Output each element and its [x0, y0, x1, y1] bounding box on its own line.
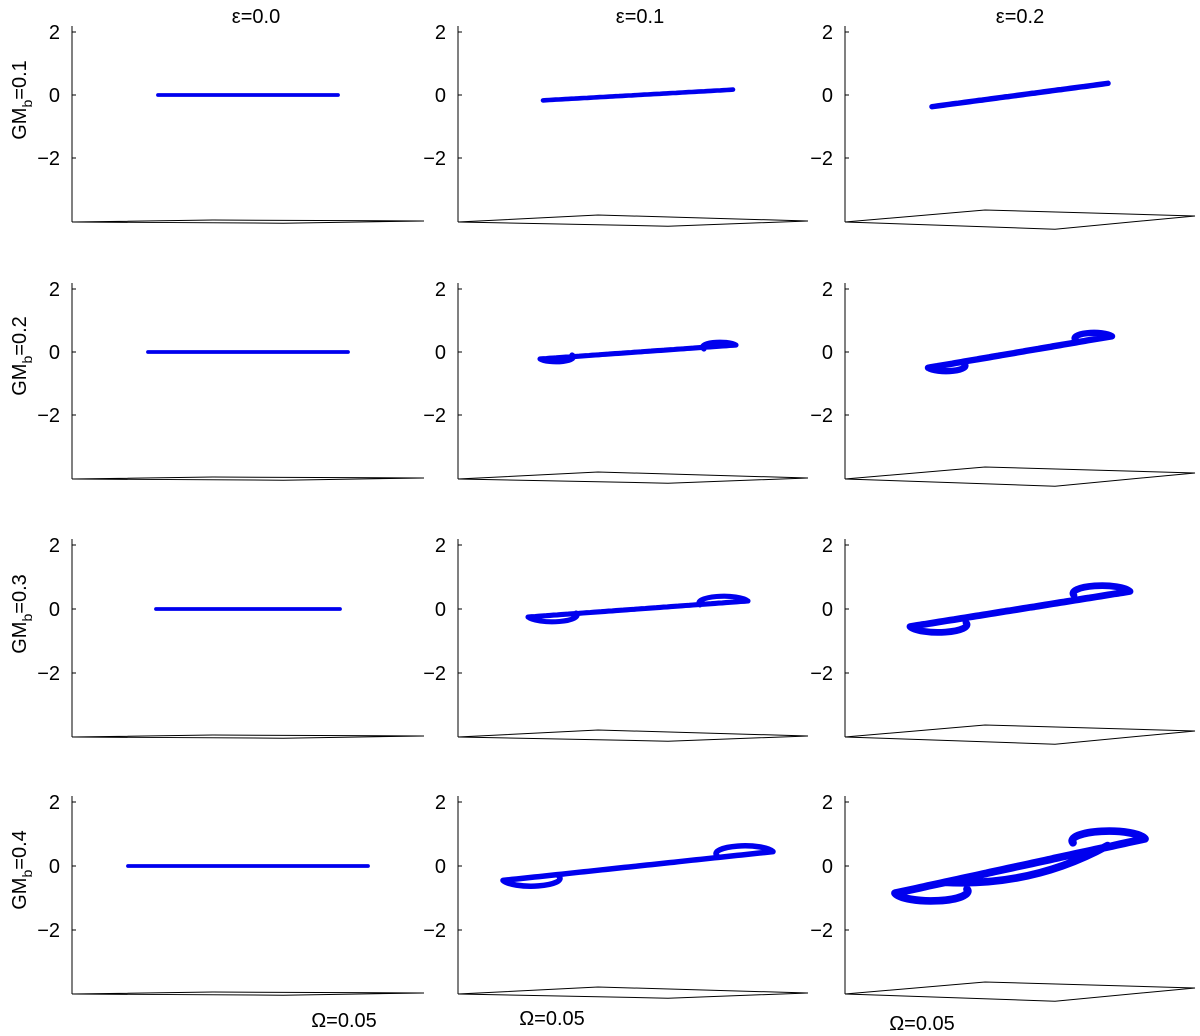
y-tick-label: −2 — [810, 148, 833, 170]
y-tick-label: −2 — [423, 148, 446, 170]
panel-r1-c2: 2 0 −2 — [423, 22, 809, 227]
base-plane — [457, 986, 809, 999]
base-plane — [844, 209, 1196, 230]
y-tick-label: 2 — [435, 792, 446, 814]
base-plane — [71, 734, 425, 739]
footer-omega-2: Ω=0.05 — [519, 1008, 585, 1030]
base-plane — [71, 991, 425, 996]
row-title-base: GM — [9, 364, 31, 396]
row-title-sub: b — [19, 614, 35, 622]
y-tick-label: 2 — [49, 22, 60, 44]
y-tick-label: 2 — [435, 279, 446, 301]
y-tick-label: 2 — [49, 279, 60, 301]
footer-labels: Ω=0.05 Ω=0.05 Ω=0.05 — [311, 1008, 955, 1035]
disc-trace — [891, 827, 1149, 905]
row-title-sub: b — [19, 356, 35, 364]
base-plane — [457, 214, 809, 227]
disc-trace — [924, 329, 1116, 375]
y-tick-label: −2 — [37, 405, 60, 427]
y-tick-label: 0 — [822, 856, 833, 878]
panel-r3-c1: 2 0 −2 — [37, 535, 425, 739]
y-tick-label: 2 — [435, 535, 446, 557]
row-title-base: GM — [9, 622, 31, 654]
y-tick-label: 2 — [822, 792, 833, 814]
y-tick-label: 2 — [822, 535, 833, 557]
base-plane — [457, 471, 809, 484]
column-title-eps-2: ε=0.2 — [996, 6, 1044, 28]
row-title-sub: b — [19, 100, 35, 108]
row-title-suffix: =0.1 — [9, 60, 31, 99]
y-tick-label: 0 — [49, 342, 60, 364]
disc-trace — [500, 843, 776, 889]
y-tick-label: −2 — [810, 663, 833, 685]
y-tick-label: −2 — [37, 148, 60, 170]
row-title-sub: b — [19, 870, 35, 878]
footer-omega-1: Ω=0.05 — [311, 1010, 377, 1032]
panel-r4-c2: 2 0 −2 — [423, 792, 809, 999]
y-tick-label: 0 — [49, 599, 60, 621]
row-title-gmb-2: GMb=0.2 — [9, 316, 35, 396]
row-title-suffix: =0.4 — [9, 830, 31, 869]
y-tick-label: −2 — [423, 405, 446, 427]
y-tick-label: −2 — [37, 920, 60, 942]
y-tick-label: 0 — [822, 85, 833, 107]
base-plane — [844, 724, 1196, 745]
column-title-eps-1: ε=0.1 — [616, 6, 664, 28]
base-plane — [844, 981, 1196, 1002]
row-title-gmb-3: GMb=0.3 — [9, 574, 35, 654]
y-tick-label: 0 — [822, 599, 833, 621]
y-tick-label: 2 — [435, 22, 446, 44]
panels: 2 0 −2 2 0 −2 2 0 −2 2 0 −2 2 0 −2 2 0 −2 2 0 −2 2 0 −2 2 0 −2 2 0 −2… — [37, 22, 1196, 1002]
y-tick-label: −2 — [37, 663, 60, 685]
disc-trace — [540, 87, 736, 103]
base-plane — [844, 466, 1196, 487]
row-title-base: GM — [9, 878, 31, 910]
y-tick-label: 2 — [822, 22, 833, 44]
y-tick-label: 0 — [822, 342, 833, 364]
row-title-suffix: =0.2 — [9, 316, 31, 355]
disc-trace — [525, 593, 751, 625]
row-title-gmb-1: GMb=0.1 — [9, 60, 35, 140]
y-tick-label: 0 — [49, 856, 60, 878]
y-tick-label: 0 — [435, 85, 446, 107]
y-tick-label: 2 — [822, 279, 833, 301]
y-tick-label: 0 — [435, 342, 446, 364]
disc-trace — [537, 339, 739, 365]
y-tick-label: 2 — [49, 535, 60, 557]
panel-r2-c2: 2 0 −2 — [423, 279, 809, 484]
panel-r1-c3: 2 0 −2 — [810, 22, 1196, 230]
row-title-gmb-4: GMb=0.4 — [9, 830, 35, 910]
y-tick-label: −2 — [423, 920, 446, 942]
column-titles: ε=0.0 ε=0.1 ε=0.2 — [232, 6, 1044, 28]
column-title-eps-0: ε=0.0 — [232, 6, 280, 28]
y-tick-label: −2 — [423, 663, 446, 685]
row-title-suffix: =0.3 — [9, 574, 31, 613]
panel-r3-c2: 2 0 −2 — [423, 535, 809, 742]
y-tick-label: 2 — [49, 792, 60, 814]
panel-r4-c1: 2 0 −2 — [37, 792, 425, 996]
base-plane — [457, 729, 809, 742]
disc-trace — [929, 80, 1111, 110]
panel-r1-c1: 2 0 −2 — [37, 22, 425, 224]
panel-r2-c1: 2 0 −2 — [37, 279, 425, 481]
y-tick-label: −2 — [810, 920, 833, 942]
disc-trace — [906, 582, 1134, 636]
panel-r2-c3: 2 0 −2 — [810, 279, 1196, 487]
row-title-base: GM — [9, 108, 31, 140]
base-plane — [71, 219, 425, 224]
y-tick-label: 0 — [435, 856, 446, 878]
panel-r3-c3: 2 0 −2 — [810, 535, 1196, 745]
y-tick-label: −2 — [810, 405, 833, 427]
y-tick-label: 0 — [435, 599, 446, 621]
row-titles: GMb=0.1 GMb=0.2 GMb=0.3 GMb=0.4 — [9, 60, 35, 910]
footer-omega-3: Ω=0.05 — [889, 1013, 955, 1035]
panel-r4-c3: 2 0 −2 — [810, 792, 1196, 1002]
base-plane — [71, 476, 425, 481]
y-tick-label: 0 — [49, 85, 60, 107]
